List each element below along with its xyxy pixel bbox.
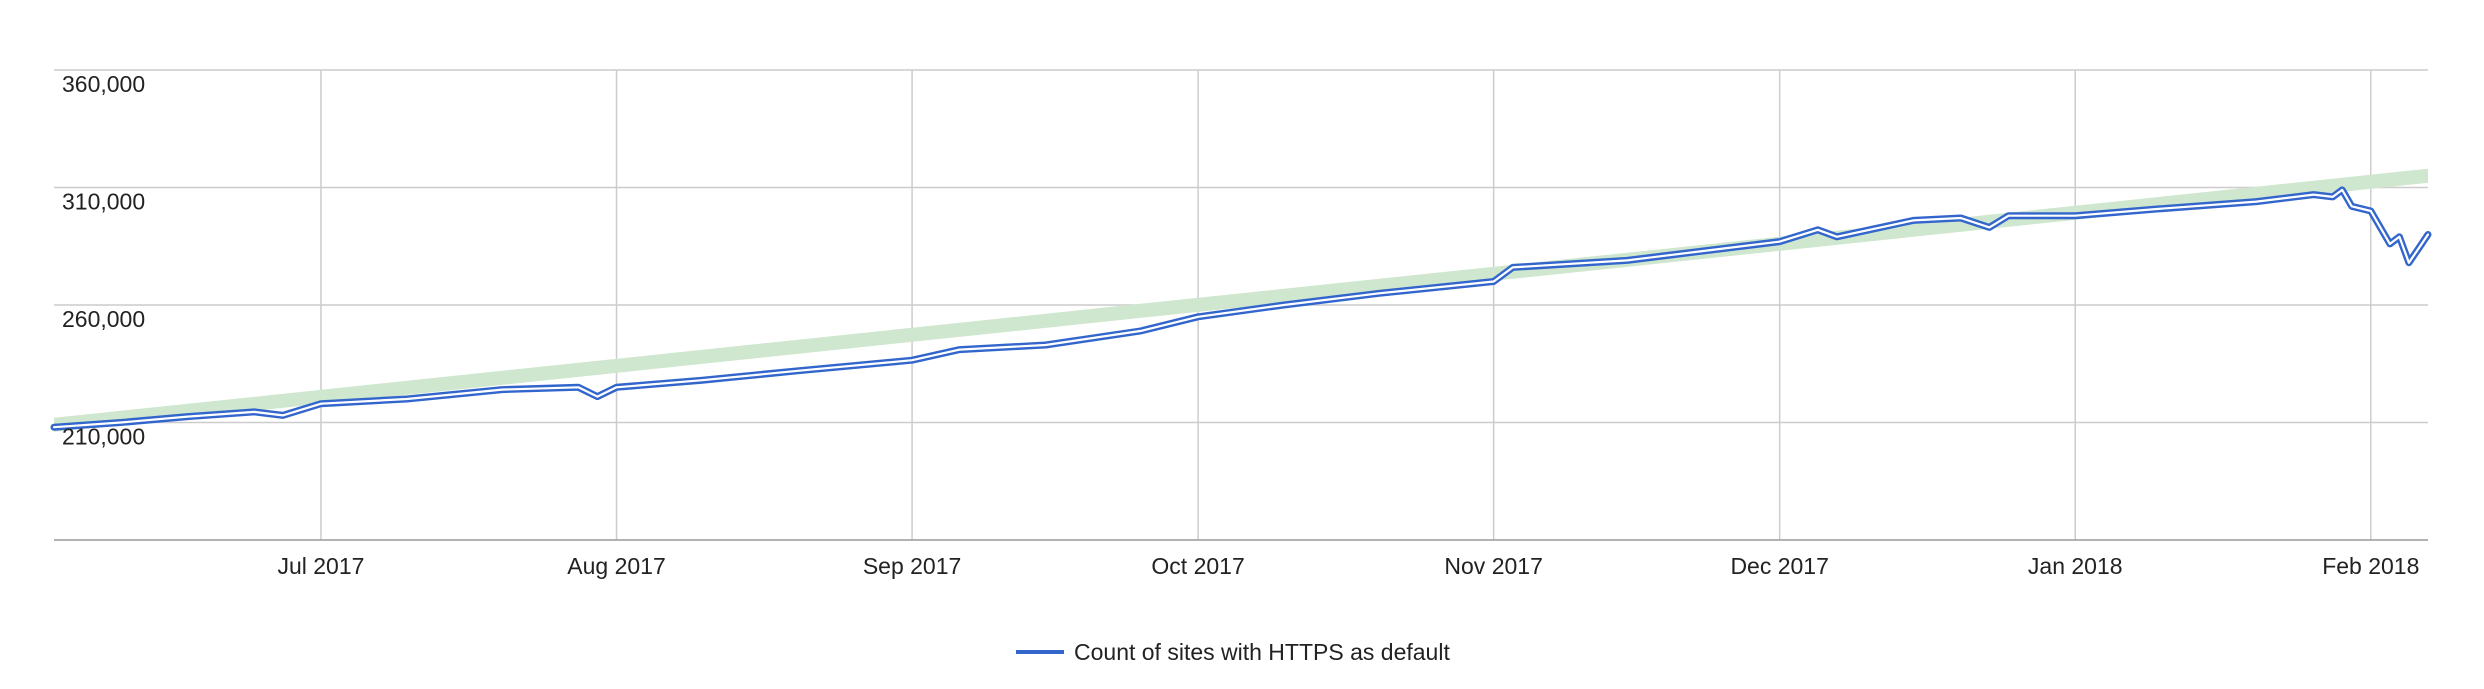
x-tick-label: Jul 2017 [277,553,364,579]
series-line[interactable] [52,188,2430,429]
legend[interactable]: Count of sites with HTTPS as default [1016,639,1450,665]
legend-label[interactable]: Count of sites with HTTPS as default [1074,639,1450,665]
axes: 360,000 310,000 260,000 210,000 Jul 2017 Aug … [54,71,2428,579]
x-tick-label: Oct 2017 [1151,553,1244,579]
x-tick-label: Dec 2017 [1730,553,1828,579]
series-lines [50,186,2432,431]
range-band [54,168,2428,432]
x-tick-label: Sep 2017 [863,553,961,579]
x-tick-label: Nov 2017 [1444,553,1542,579]
y-tick-label: 310,000 [62,189,145,215]
y-tick-label: 260,000 [62,306,145,332]
y-tick-label: 360,000 [62,71,145,97]
y-tick-label: 210,000 [62,424,145,450]
x-tick-label: Feb 2018 [2322,553,2419,579]
x-tick-label: Jan 2018 [2028,553,2123,579]
expected-range-band [54,168,2428,432]
x-tick-label: Aug 2017 [567,553,665,579]
